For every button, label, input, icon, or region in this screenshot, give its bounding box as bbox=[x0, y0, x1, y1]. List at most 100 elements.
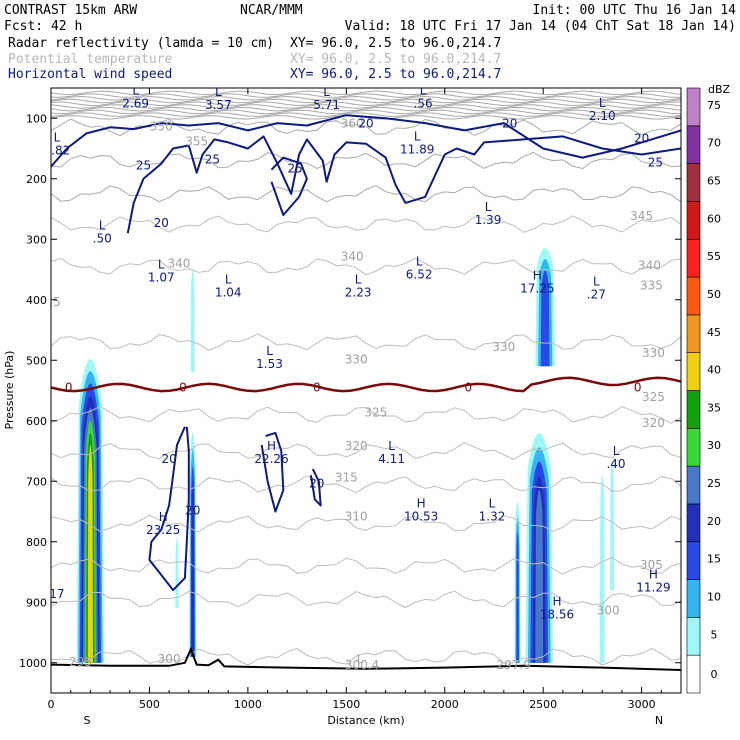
extremum-5-type: L bbox=[54, 131, 61, 145]
freezing-level-label-3: 0 bbox=[465, 380, 473, 394]
colorbar-swatch-10 bbox=[686, 579, 701, 618]
colorbar-label-65: 65 bbox=[707, 175, 721, 188]
theta-contour-325 bbox=[51, 405, 681, 424]
colorbar-swatch-5 bbox=[686, 617, 701, 656]
freezing-level: 0 0 0 0 0 bbox=[51, 376, 681, 394]
wind-speed-label-3: 25 bbox=[136, 159, 151, 173]
wind-speed-contour-0 bbox=[51, 114, 681, 168]
axes: 0 500 1000 1500 2000 2500 30001002003004005006… bbox=[19, 88, 681, 711]
x-end-label-north: N bbox=[655, 714, 663, 727]
y-tick-label-300: 300 bbox=[26, 233, 47, 246]
wind-speed-contour-4 bbox=[260, 431, 285, 513]
theta-label-21: 55 bbox=[45, 295, 60, 309]
extremum-14-value: .27 bbox=[587, 288, 606, 302]
y-axis-label: Pressure (hPa) bbox=[3, 351, 16, 430]
extremum-15-type: L bbox=[266, 344, 273, 358]
colorbar-swatch-50 bbox=[686, 276, 701, 316]
colorbar-label-35: 35 bbox=[707, 401, 721, 414]
extremum-19-type: H bbox=[417, 497, 426, 511]
colorbar-label-20: 20 bbox=[707, 515, 721, 528]
extremum-22-value: 18.56 bbox=[540, 608, 574, 622]
reflectivity-cell-2-level-5 bbox=[190, 269, 195, 373]
terrain-surface-line bbox=[51, 646, 681, 671]
extremum-23-value: 11.29 bbox=[636, 580, 670, 594]
theta-contour-upper-4 bbox=[51, 101, 681, 107]
extremum-1-type: L bbox=[215, 85, 222, 99]
extremum-7-type: L bbox=[485, 200, 492, 214]
theta-label-9: 325 bbox=[642, 390, 665, 404]
wind-speed-contour-5 bbox=[309, 468, 322, 507]
field-name-wind: Horizontal wind speed bbox=[8, 67, 172, 82]
extremum-8-type: L bbox=[99, 218, 106, 232]
theta-label-6: 320 bbox=[345, 439, 368, 453]
colorbar-label-55: 55 bbox=[707, 250, 721, 263]
colorbar-label-5: 5 bbox=[711, 628, 718, 641]
extremum-23-type: H bbox=[649, 567, 658, 581]
theta-contours bbox=[51, 90, 681, 666]
theta-label-24: 297.9 bbox=[496, 658, 530, 672]
colorbar-label-50: 50 bbox=[707, 288, 721, 301]
forecast-hour: Fcst: 42 h bbox=[4, 19, 82, 34]
extremum-4-type: L bbox=[599, 96, 606, 110]
extremum-21-value: 23.25 bbox=[146, 523, 180, 537]
theta-label-15: 340 bbox=[341, 249, 364, 263]
extremum-10-value: 1.04 bbox=[215, 286, 242, 300]
wind-speed-label-7: 20 bbox=[154, 216, 169, 230]
colorbar-swatch-25 bbox=[686, 465, 701, 505]
freezing-level-label-1: 0 bbox=[179, 380, 187, 394]
x-end-label-south: S bbox=[84, 714, 91, 727]
reflectivity-cell-7-level-5 bbox=[610, 461, 615, 591]
reflectivity-cell-8-level-5 bbox=[175, 537, 179, 609]
extremum-12-value: 6.52 bbox=[406, 268, 433, 282]
colorbar-swatch-40 bbox=[686, 352, 701, 391]
theta-label-5: 315 bbox=[335, 470, 358, 484]
theta-label-12: 330 bbox=[642, 346, 665, 360]
extremum-4-value: 2.10 bbox=[589, 109, 616, 123]
extremum-16-value: 22.26 bbox=[254, 452, 288, 466]
extremum-22-type: H bbox=[552, 595, 561, 609]
colorbar: dBZ 0 5 10 15 20 25 30 35 40 45 50 55 60 65 70 75 bbox=[686, 83, 731, 694]
theta-contour-upper-0 bbox=[51, 90, 681, 96]
colorbar-swatch-20 bbox=[686, 503, 701, 543]
theta-label-3: 305 bbox=[640, 558, 663, 572]
wind-speed-label-2: 20 bbox=[634, 131, 649, 145]
extremum-20-type: L bbox=[489, 497, 496, 511]
theta-label-8: 325 bbox=[364, 406, 387, 420]
extremum-14-type: L bbox=[593, 275, 600, 289]
extremum-13-value: 17.25 bbox=[520, 281, 554, 295]
theta-contour-upper-6 bbox=[51, 106, 681, 112]
theta-contour-340 bbox=[51, 257, 681, 276]
wind-speed-label-6: 25 bbox=[648, 156, 663, 170]
wind-speed-contour-3 bbox=[148, 426, 190, 592]
extremum-17-value: 4.11 bbox=[378, 452, 405, 466]
theta-label-13: 335 bbox=[640, 278, 663, 292]
field-xy-reflectivity: XY= 96.0, 2.5 to 96.0,214.7 bbox=[290, 36, 501, 51]
extremum-3-type: L bbox=[420, 83, 427, 97]
extremum-2-type: L bbox=[323, 85, 330, 99]
extremum-20-value: 1.32 bbox=[479, 510, 506, 524]
colorbar-label-60: 60 bbox=[707, 212, 721, 225]
reflectivity-cell-1-level-20 bbox=[191, 483, 194, 657]
colorbar-swatch-45 bbox=[686, 314, 701, 353]
colorbar-label-10: 10 bbox=[707, 590, 721, 603]
wind-speed-contour-2 bbox=[270, 156, 308, 216]
contour-labels: 295 300 300 305 310 315 320 320 325 325 330 330 330 3… bbox=[45, 83, 671, 672]
extremum-8-value: .50 bbox=[93, 231, 112, 245]
extremum-19-value: 10.53 bbox=[404, 510, 438, 524]
colorbar-swatch-70 bbox=[686, 125, 701, 164]
colorbar-swatch-75 bbox=[686, 87, 701, 127]
x-tick-label-500: 500 bbox=[139, 698, 160, 711]
colorbar-swatch-35 bbox=[686, 390, 701, 429]
extremum-2-value: 5.71 bbox=[313, 98, 340, 112]
colorbar-label-70: 70 bbox=[707, 137, 721, 150]
plot-area bbox=[51, 88, 681, 693]
field-name-theta: Potential temperature bbox=[8, 52, 173, 67]
field-xy-theta: XY= 96.0, 2.5 to 96.0,214.7 bbox=[290, 52, 501, 67]
theta-label-0: 295 bbox=[69, 655, 92, 669]
wind-speed-label-0: 20 bbox=[358, 116, 373, 130]
wind-speed-label-8: 20 bbox=[161, 452, 176, 466]
theta-label-22: L bbox=[357, 652, 364, 666]
extremum-13-type: H bbox=[533, 268, 542, 282]
freezing-level-line bbox=[51, 376, 681, 393]
